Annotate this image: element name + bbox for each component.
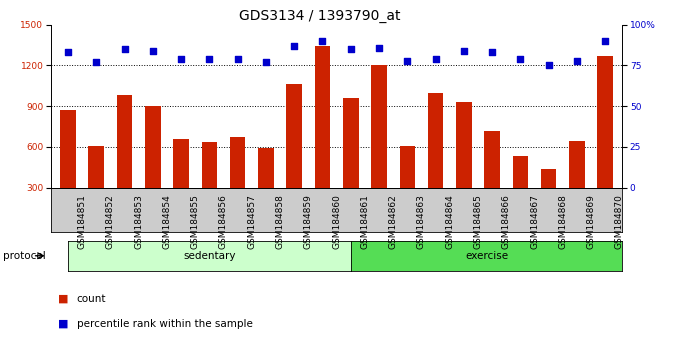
Text: GSM184863: GSM184863 bbox=[417, 194, 426, 249]
Point bbox=[600, 38, 611, 44]
Point bbox=[91, 59, 102, 65]
Text: GSM184854: GSM184854 bbox=[163, 194, 171, 249]
Point bbox=[317, 38, 328, 44]
Point bbox=[458, 48, 469, 54]
Text: count: count bbox=[77, 294, 106, 304]
Point bbox=[345, 46, 356, 52]
Bar bbox=[286, 85, 302, 228]
Text: GSM184867: GSM184867 bbox=[530, 194, 539, 249]
Text: GSM184860: GSM184860 bbox=[332, 194, 341, 249]
Bar bbox=[400, 145, 415, 228]
Point bbox=[63, 50, 73, 55]
Point bbox=[373, 45, 384, 50]
Bar bbox=[315, 46, 330, 228]
Text: protocol: protocol bbox=[3, 251, 46, 261]
Bar bbox=[88, 145, 104, 228]
Bar bbox=[456, 102, 472, 228]
Point bbox=[402, 58, 413, 63]
Bar bbox=[117, 95, 133, 228]
Point bbox=[430, 56, 441, 62]
Point bbox=[119, 46, 130, 52]
Bar bbox=[61, 110, 75, 228]
Text: GSM184856: GSM184856 bbox=[219, 194, 228, 249]
Point bbox=[232, 56, 243, 62]
Text: GSM184852: GSM184852 bbox=[106, 194, 115, 249]
Point bbox=[204, 56, 215, 62]
Text: GSM184861: GSM184861 bbox=[360, 194, 369, 249]
Text: GSM184866: GSM184866 bbox=[502, 194, 511, 249]
Text: GSM184851: GSM184851 bbox=[78, 194, 86, 249]
Text: percentile rank within the sample: percentile rank within the sample bbox=[77, 319, 253, 329]
Text: GSM184857: GSM184857 bbox=[248, 194, 256, 249]
Bar bbox=[484, 131, 500, 228]
Bar bbox=[343, 98, 358, 228]
Text: ■: ■ bbox=[58, 294, 68, 304]
Point bbox=[148, 48, 158, 54]
Text: GSM184868: GSM184868 bbox=[558, 194, 567, 249]
Point bbox=[515, 56, 526, 62]
Point bbox=[487, 50, 498, 55]
Bar bbox=[371, 65, 387, 228]
Text: GSM184858: GSM184858 bbox=[275, 194, 284, 249]
Bar bbox=[173, 139, 189, 228]
Text: exercise: exercise bbox=[465, 251, 508, 261]
Text: GSM184855: GSM184855 bbox=[190, 194, 200, 249]
Text: GSM184869: GSM184869 bbox=[587, 194, 596, 249]
Bar bbox=[258, 148, 273, 228]
Text: GSM184865: GSM184865 bbox=[473, 194, 483, 249]
Bar bbox=[569, 141, 585, 228]
Point bbox=[175, 56, 186, 62]
Point bbox=[543, 63, 554, 68]
Text: ■: ■ bbox=[58, 319, 68, 329]
Bar bbox=[513, 156, 528, 228]
Text: GSM184859: GSM184859 bbox=[304, 194, 313, 249]
Text: GSM184862: GSM184862 bbox=[389, 194, 398, 249]
Bar bbox=[541, 169, 556, 228]
Bar bbox=[201, 142, 217, 228]
Bar bbox=[598, 56, 613, 228]
Point bbox=[289, 43, 300, 49]
Text: GSM184853: GSM184853 bbox=[134, 194, 143, 249]
Bar bbox=[230, 137, 245, 228]
Bar bbox=[428, 93, 443, 228]
Point bbox=[571, 58, 582, 63]
Text: GSM184870: GSM184870 bbox=[615, 194, 624, 249]
Bar bbox=[145, 106, 160, 228]
Point bbox=[260, 59, 271, 65]
Text: GSM184864: GSM184864 bbox=[445, 194, 454, 249]
Text: GDS3134 / 1393790_at: GDS3134 / 1393790_at bbox=[239, 9, 401, 23]
Text: sedentary: sedentary bbox=[183, 251, 235, 261]
